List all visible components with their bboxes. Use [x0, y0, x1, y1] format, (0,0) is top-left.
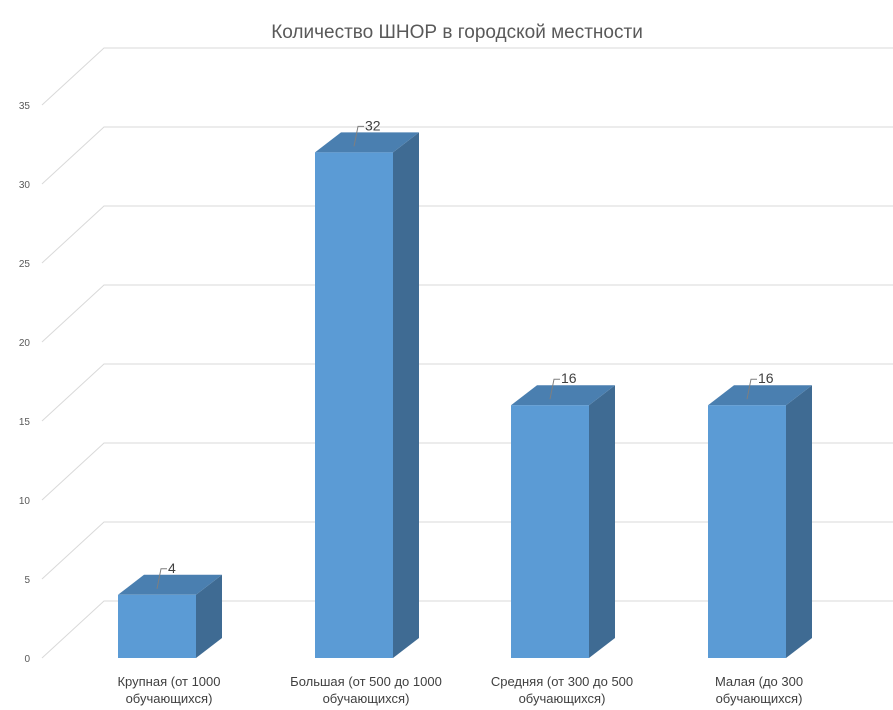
bar-side — [393, 132, 419, 658]
gridline — [41, 521, 893, 580]
data-label: 32 — [365, 117, 381, 133]
category-label: Средняя (от 300 до 500 обучающихся) — [491, 674, 633, 706]
gridline — [41, 442, 893, 501]
category-label: Крупная (от 1000 обучающихся) — [117, 674, 220, 706]
gridline — [41, 284, 893, 343]
bar-top — [708, 385, 812, 406]
bar — [511, 385, 615, 658]
data-label: 4 — [168, 560, 176, 576]
y-tick-label: 0 — [24, 654, 30, 665]
bar-front — [708, 405, 786, 658]
bar-side — [196, 574, 222, 658]
y-tick-label: 10 — [19, 496, 31, 507]
bar — [118, 574, 222, 658]
gridline — [41, 363, 893, 422]
data-label-leader — [746, 378, 757, 400]
data-label-leader — [156, 568, 167, 589]
bar-front — [511, 405, 589, 658]
data-label: 16 — [561, 370, 577, 386]
bar-front — [118, 594, 196, 658]
data-label-leader — [549, 378, 560, 400]
bar-top — [511, 385, 615, 406]
gridline — [41, 205, 893, 264]
gridline — [41, 126, 893, 185]
bar — [315, 132, 419, 658]
bar-top — [118, 574, 222, 595]
y-tick-label: 30 — [19, 180, 31, 191]
bar-front — [315, 152, 393, 658]
bar-side — [589, 385, 615, 658]
gridline — [41, 600, 893, 659]
y-tick-label: 5 — [24, 575, 30, 586]
bars — [118, 132, 812, 658]
category-label: Большая (от 500 до 1000 обучающихся) — [290, 674, 442, 706]
y-tick-label: 35 — [19, 101, 31, 112]
category-label: Малая (до 300 обучающихся) — [715, 674, 803, 706]
y-axis: 0 5 10 15 20 25 30 35 — [19, 101, 31, 665]
y-tick-label: 15 — [19, 417, 31, 428]
gridline — [41, 47, 893, 106]
y-tick-label: 25 — [19, 259, 31, 270]
chart-title: Количество ШНОР в городской местности — [271, 22, 643, 43]
bar-side — [786, 385, 812, 658]
bar-top — [315, 132, 419, 153]
data-label: 16 — [758, 370, 774, 386]
data-labels: 4 32 16 16 — [156, 117, 774, 589]
gridlines — [41, 47, 893, 659]
bar — [708, 385, 812, 658]
data-label-leader — [353, 125, 364, 147]
x-axis: Крупная (от 1000 обучающихся) Большая (от … — [117, 674, 803, 706]
y-tick-label: 20 — [19, 338, 31, 349]
